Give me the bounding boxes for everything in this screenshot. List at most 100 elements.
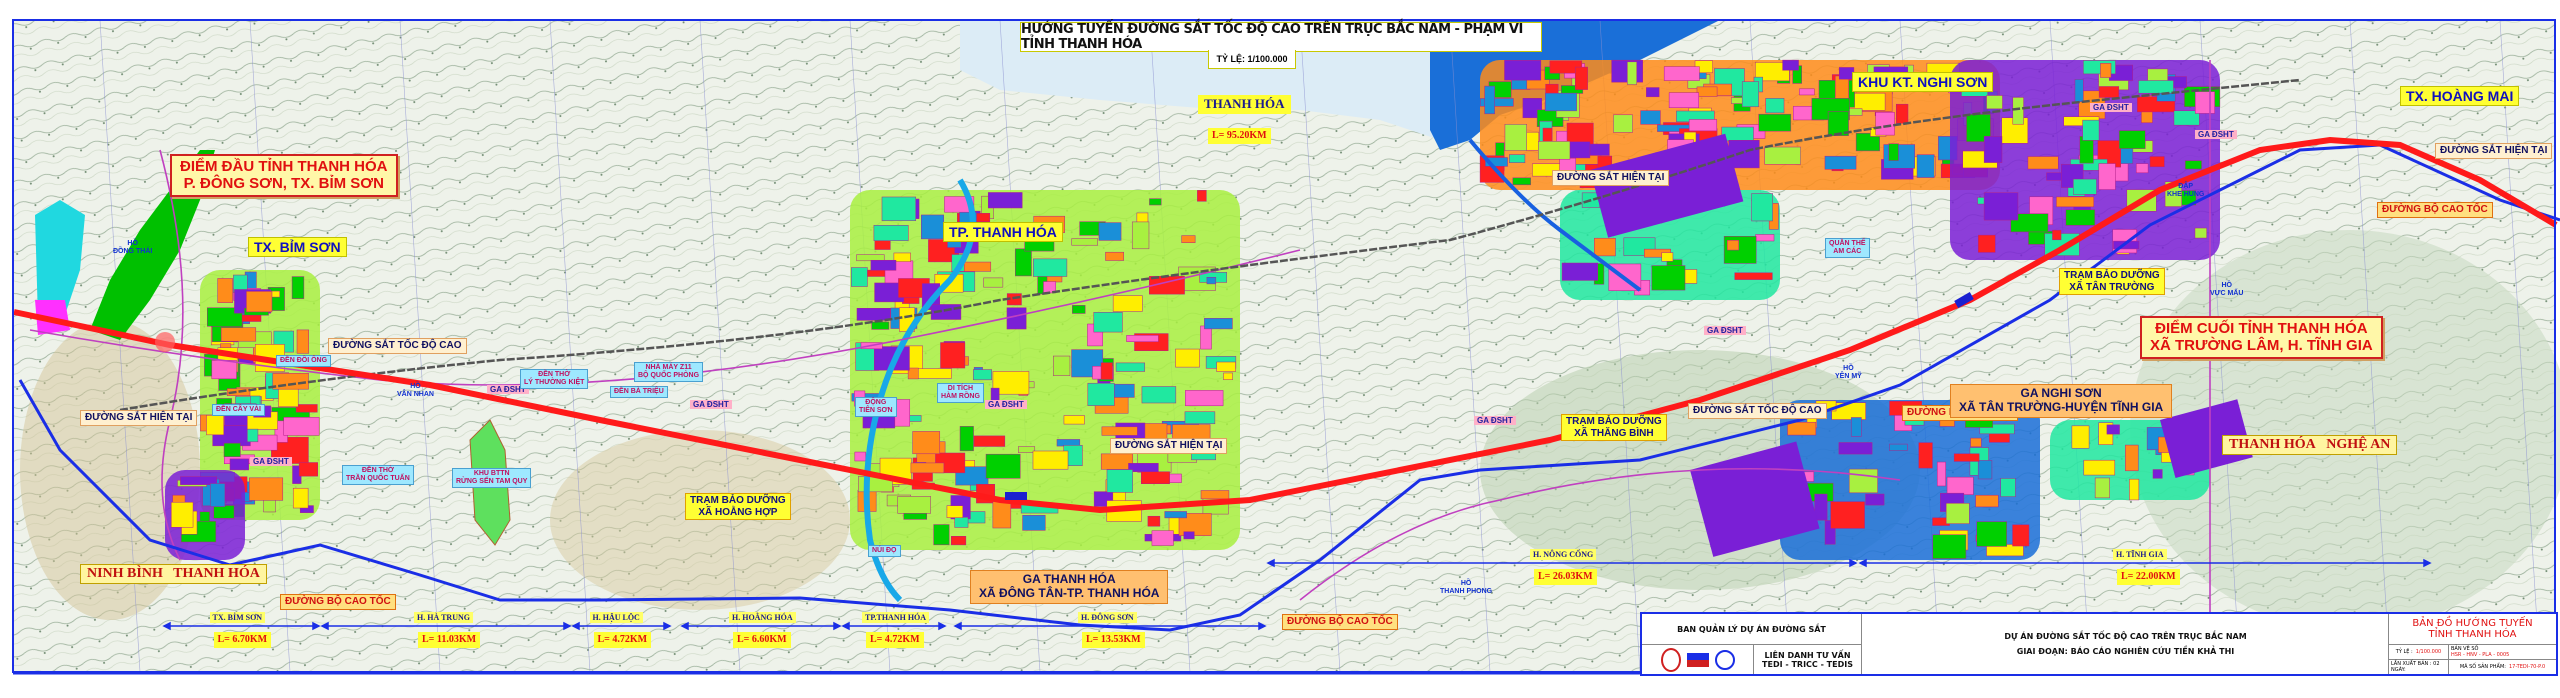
land-use-block bbox=[1524, 131, 1540, 151]
land-use-block bbox=[1932, 534, 1967, 559]
poi-line: BỘ QUỐC PHÒNG bbox=[638, 372, 700, 380]
land-use-block bbox=[1131, 221, 1150, 250]
consultant: LIÊN DANH TƯ VẤN TEDI - TRICC - TEDIS bbox=[1754, 645, 1862, 674]
lake-khe-hung: ĐẬP KHE HUNG bbox=[2167, 183, 2204, 199]
ga-dsht-label: GA ĐSHT bbox=[2195, 130, 2237, 140]
land-use-block bbox=[2056, 196, 2095, 208]
expressway-label: ĐƯỜNG BỘ CAO TỐC bbox=[1282, 614, 1398, 630]
province-border-south: THANH HÓA NGHỆ AN bbox=[2222, 435, 2398, 456]
land-use-block bbox=[1875, 112, 1895, 136]
land-use-block bbox=[1824, 155, 1857, 170]
land-use-block bbox=[2100, 63, 2112, 78]
land-use-block bbox=[1183, 531, 1195, 540]
ga-dsht-label: GA ĐSHT bbox=[2090, 103, 2132, 113]
land-use-block bbox=[1787, 421, 1817, 436]
land-use-block bbox=[2082, 119, 2100, 141]
land-use-block bbox=[1755, 234, 1775, 242]
poi-line: ĐỘNG bbox=[865, 399, 887, 406]
land-use-block bbox=[2149, 156, 2165, 168]
land-use-block bbox=[1946, 476, 1974, 495]
distance-arrow bbox=[680, 621, 689, 631]
land-use-block bbox=[1640, 110, 1661, 125]
land-use-block bbox=[1661, 252, 1674, 262]
poi-line: ĐỀN THỜ bbox=[361, 467, 394, 474]
end-point-label: ĐIỂM CUỐI TỈNH THANH HÓA XÃ TRƯỜNG LÂM, … bbox=[2140, 316, 2383, 359]
ga-dsht-label: GA ĐSHT bbox=[1704, 326, 1746, 336]
land-use-block bbox=[856, 308, 891, 321]
land-use-block bbox=[1688, 119, 1718, 132]
land-use-block bbox=[1032, 258, 1068, 277]
land-use-block bbox=[1751, 193, 1773, 222]
district-length: L= 4.72KM bbox=[593, 632, 652, 648]
land-use-block bbox=[933, 524, 950, 546]
land-use-block bbox=[1181, 235, 1196, 243]
nghi-son-station-label: GA NGHI SƠN XÃ TÂN TRƯỜNG-HUYỆN TĨNH GIA bbox=[1950, 384, 2173, 418]
land-use-block bbox=[1754, 62, 1790, 82]
hill-area bbox=[20, 320, 200, 620]
lake-vuc-mau: HỒ VỰC MẤU bbox=[2210, 282, 2243, 298]
land-use-block bbox=[1509, 154, 1526, 163]
lake-thanh-phong: HỒ THANH PHONG bbox=[1440, 580, 1492, 596]
province-boundary bbox=[159, 149, 184, 561]
district-name: H. HOẰNG HÓA bbox=[729, 612, 796, 624]
land-use-block bbox=[2052, 229, 2062, 241]
land-use-block bbox=[2184, 160, 2202, 170]
lake-line: THANH PHONG bbox=[1440, 588, 1493, 596]
land-use-block bbox=[873, 225, 909, 241]
land-use-block bbox=[1975, 494, 1999, 508]
land-use-block bbox=[1883, 144, 1916, 169]
land-use-block bbox=[912, 431, 941, 455]
land-use-block bbox=[1200, 325, 1212, 350]
poi-den-tho-tqt: ĐỀN THỜ TRẦN QUỐC TUẤN bbox=[342, 465, 414, 486]
land-use-block bbox=[1834, 75, 1849, 101]
land-use-block bbox=[1627, 61, 1637, 85]
lake-van-nhan: HỒ VÂN NHAN bbox=[397, 383, 434, 399]
start-point-marker bbox=[155, 332, 175, 352]
distance-arrow bbox=[320, 621, 329, 631]
land-use-block bbox=[1093, 312, 1123, 333]
land-use-block bbox=[2027, 156, 2059, 170]
poi-nha-may-z11: NHÀ MÁY Z11 BỘ QUỐC PHÒNG bbox=[634, 362, 704, 383]
consultant-names: TEDI - TRICC - TEDIS bbox=[1762, 659, 1853, 669]
owner: BAN QUẢN LÝ DỰ ÁN ĐƯỜNG SẮT bbox=[1642, 614, 1862, 645]
land-use-block bbox=[1164, 511, 1187, 519]
land-use-block bbox=[985, 453, 1021, 479]
product-code: 17-TEDI-70-P.0 bbox=[2508, 664, 2546, 670]
project: DỰ ÁN ĐƯỜNG SẮT TỐC ĐỘ CAO TRÊN TRỤC BẮC… bbox=[1863, 614, 2388, 674]
start-point-location: P. ĐÔNG SƠN, TX. BỈM SƠN bbox=[183, 175, 384, 193]
land-use-block bbox=[1764, 146, 1801, 165]
land-use-block bbox=[1140, 471, 1170, 485]
land-use-block bbox=[2074, 79, 2084, 102]
district-name: H. HẬU LỘC bbox=[589, 612, 643, 624]
land-use-block bbox=[1889, 443, 1908, 451]
drawing-title-line: BẢN ĐỒ HƯỚNG TUYẾN bbox=[2412, 618, 2533, 629]
land-use-block bbox=[1178, 513, 1212, 536]
station-location: XÃ ĐÔNG TÂN-TP. THANH HÓA bbox=[979, 585, 1160, 600]
land-use-block bbox=[2083, 459, 2116, 476]
land-use-block bbox=[2195, 91, 2215, 114]
land-use-block bbox=[1696, 86, 1718, 97]
grid-line bbox=[549, 19, 591, 673]
scale-label: TỶ LỆ : bbox=[2395, 649, 2413, 655]
land-use-block bbox=[1765, 98, 1785, 114]
end-point-title: ĐIỂM CUỐI TỈNH THANH HÓA bbox=[2155, 320, 2368, 337]
land-use-block bbox=[1838, 442, 1873, 455]
land-use-block bbox=[1613, 114, 1633, 133]
land-use-block bbox=[296, 329, 310, 354]
land-use-block bbox=[881, 196, 917, 221]
land-use-block bbox=[220, 327, 257, 342]
land-use-block bbox=[213, 505, 235, 519]
land-use-block bbox=[1983, 192, 2019, 221]
land-use-block bbox=[871, 321, 890, 330]
land-use-block bbox=[1149, 198, 1162, 206]
expressway-label: ĐƯỜNG BỘ CAO TỐC bbox=[2377, 202, 2493, 218]
land-use-block bbox=[291, 276, 305, 299]
depot-hoang-hop: TRẠM BẢO DƯỠNG XÃ HOẰNG HỢP bbox=[685, 493, 791, 520]
distance-arrow bbox=[663, 621, 672, 631]
land-use-block bbox=[1480, 98, 1514, 107]
distance-arrow bbox=[833, 621, 842, 631]
ga-dsht-label: GA ĐSHT bbox=[1474, 416, 1516, 426]
land-use-block bbox=[1728, 140, 1760, 169]
map-title: HƯỚNG TUYẾN ĐƯỜNG SẮT TỐC ĐỘ CAO TRÊN TR… bbox=[1020, 22, 1542, 52]
drawing-title: BẢN ĐỒ HƯỚNG TUYẾN TỈNH THANH HÓA bbox=[2388, 614, 2556, 645]
